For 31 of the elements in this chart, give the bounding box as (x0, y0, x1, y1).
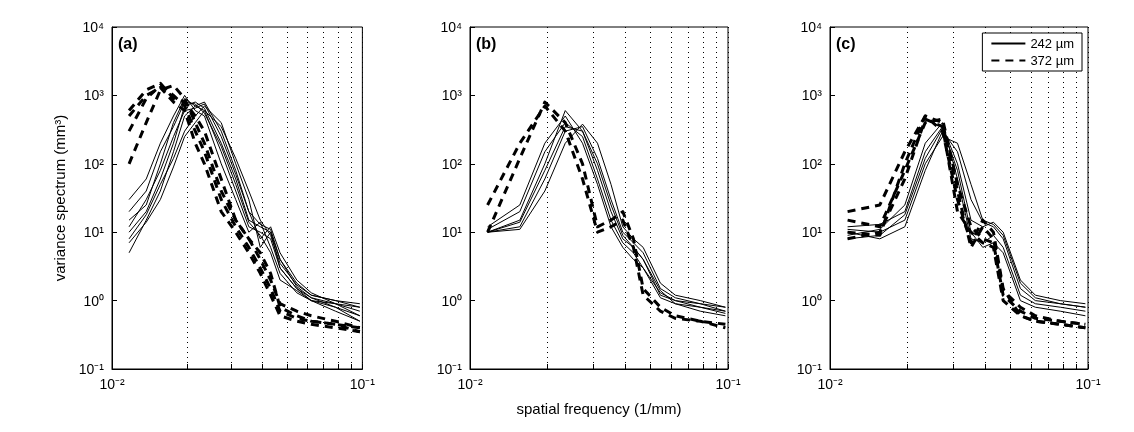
y-tick-label: 10¹ (801, 224, 823, 241)
y-tick-label: 10⁴ (440, 19, 462, 35)
y-tick-label: 10⁻¹ (436, 361, 463, 377)
legend-label: 242 µm (1030, 36, 1074, 51)
y-tick-label: 10⁴ (800, 19, 822, 35)
annotation: (a) (118, 34, 138, 52)
y-axis-title: variance spectrum (mm³) (51, 114, 68, 282)
y-tick-label: 10⁻¹ (796, 361, 823, 377)
y-tick-label: 10⁰ (83, 292, 104, 309)
x-tick-label: 10⁻² (817, 376, 843, 392)
x-tick-label: 10⁻¹ (349, 376, 376, 392)
annotation: (c) (836, 34, 856, 52)
y-tick-label: 10⁰ (801, 292, 822, 309)
y-tick-label: 10² (441, 155, 463, 172)
y-tick-label: 10¹ (83, 224, 105, 241)
x-axis-title: spatial frequency (1/mm) (516, 400, 682, 417)
y-tick-label: 10¹ (441, 224, 463, 241)
legend-label: 372 µm (1030, 53, 1074, 68)
y-tick-label: 10² (83, 155, 105, 172)
annotation: (b) (476, 34, 497, 52)
y-tick-label: 10³ (801, 87, 823, 104)
x-tick-label: 10⁻² (99, 376, 125, 392)
y-tick-label: 10⁰ (441, 292, 462, 309)
x-tick-label: 10⁻¹ (715, 376, 741, 392)
y-tick-label: 10² (801, 155, 823, 172)
y-tick-label: 10⁻¹ (78, 361, 105, 377)
y-tick-label: 10³ (83, 87, 105, 104)
x-tick-label: 10⁻² (457, 376, 483, 392)
y-tick-label: 10³ (441, 87, 463, 104)
y-tick-label: 10⁴ (82, 19, 104, 35)
x-tick-label: 10⁻¹ (1075, 376, 1101, 392)
